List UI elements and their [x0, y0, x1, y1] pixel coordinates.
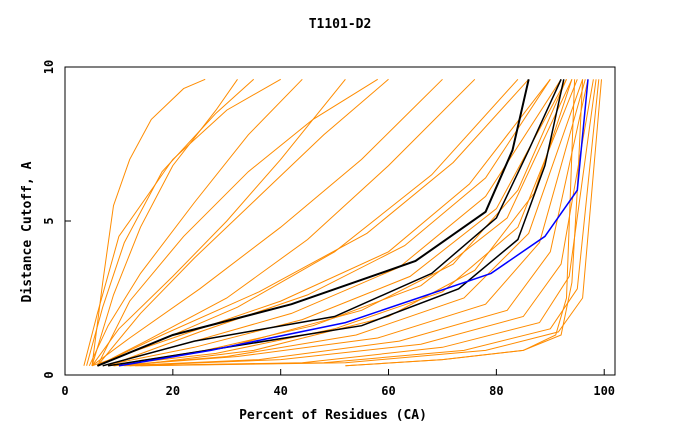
model-line-12 [102, 79, 567, 367]
model-line-15 [113, 79, 584, 367]
model-line-2 [86, 78, 255, 366]
model-line-11 [102, 79, 562, 367]
model-bundle [83, 78, 602, 367]
model-line-28 [96, 78, 378, 367]
model-line-7 [97, 78, 476, 367]
model-line-10 [97, 78, 530, 367]
model-line-13 [108, 79, 573, 367]
model-line-20 [135, 79, 600, 367]
y-tick-label: 0 [42, 371, 56, 378]
model-line-17 [118, 79, 589, 367]
highlight-series [97, 78, 589, 367]
model-line-4 [88, 78, 303, 367]
x-tick-label: 40 [273, 384, 287, 398]
highlight-line-2 [102, 78, 562, 367]
model-line-26 [345, 79, 576, 367]
x-tick-label: 0 [61, 384, 68, 398]
y-tick-label: 10 [42, 60, 56, 74]
highlight-line-4 [118, 79, 589, 367]
x-tick-label: 80 [489, 384, 503, 398]
model-line-21 [140, 79, 602, 367]
x-axis: 0 20 40 60 80 100 [61, 369, 615, 398]
model-line-5 [91, 78, 346, 367]
x-tick-label: 20 [166, 384, 180, 398]
model-line-18 [124, 79, 594, 367]
model-line-29 [91, 79, 238, 366]
model-line-14 [108, 79, 578, 367]
model-line-1 [83, 78, 281, 366]
y-axis: 0 5 10 [42, 60, 71, 379]
model-line-27 [97, 78, 389, 367]
y-axis-label: Distance Cutoff, A [20, 161, 35, 302]
x-axis-label: Percent of Residues (CA) [239, 408, 427, 423]
model-line-8 [97, 78, 519, 367]
x-tick-label: 60 [381, 384, 395, 398]
highlight-line-3 [107, 79, 565, 367]
model-line-22 [107, 79, 551, 367]
model-line-3 [91, 78, 206, 366]
chart-title: T1101-D2 [309, 17, 372, 32]
y-tick-label: 5 [42, 217, 56, 224]
model-line-6 [91, 78, 443, 367]
model-line-16 [113, 79, 586, 367]
x-tick-label: 100 [593, 384, 615, 398]
model-line-9 [91, 78, 551, 367]
highlight-line-1 [97, 79, 530, 367]
